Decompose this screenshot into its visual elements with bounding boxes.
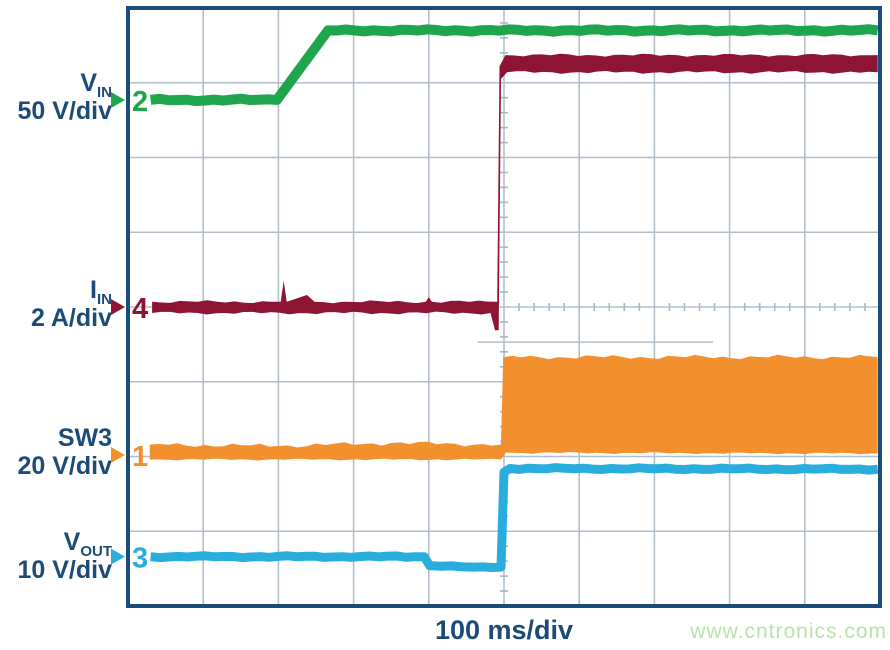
channel-name-sw3: SW3: [57, 424, 112, 452]
svg-text:4: 4: [132, 293, 148, 325]
svg-text:3: 3: [132, 543, 148, 575]
channel-label-vin: VIN 50 V/div: [0, 69, 113, 125]
channel-scale-vin: 50 V/div: [17, 97, 113, 125]
channel-label-iin: IIN 2 A/div: [0, 276, 112, 332]
svg-text:1: 1: [132, 441, 148, 473]
channel-scale-vout: 10 V/div: [17, 556, 113, 584]
channel-name-vin: VIN: [80, 69, 112, 101]
channel-label-vout: VOUT 10 V/div: [0, 528, 113, 584]
channel-name-vout: VOUT: [63, 528, 112, 560]
watermark-text: www.cntronics.com: [690, 620, 887, 643]
channel-name-iin: IIN: [90, 276, 112, 308]
svg-text:2: 2: [132, 86, 148, 118]
timebase-label: 100 ms/div: [434, 615, 574, 645]
channel-label-sw3: SW3 20 V/div: [0, 424, 113, 480]
channel-scale-sw3: 20 V/div: [17, 452, 113, 480]
channel-scale-iin: 2 A/div: [30, 304, 112, 332]
